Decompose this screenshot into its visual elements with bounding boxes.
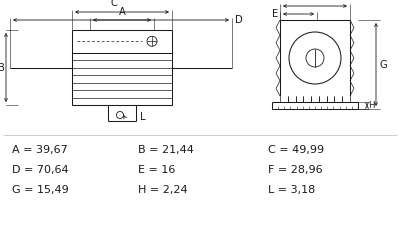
Text: G: G	[379, 60, 387, 69]
Text: H: H	[368, 101, 374, 110]
Text: F: F	[312, 0, 318, 2]
Text: F = 28,96: F = 28,96	[268, 165, 323, 175]
Text: B = 21,44: B = 21,44	[138, 145, 194, 155]
Text: C = 49,99: C = 49,99	[268, 145, 324, 155]
Text: C: C	[110, 0, 118, 8]
Text: H = 2,24: H = 2,24	[138, 185, 188, 195]
Text: A: A	[118, 7, 126, 17]
Text: D: D	[235, 15, 243, 25]
Text: B: B	[0, 62, 5, 72]
Text: E = 16: E = 16	[138, 165, 175, 175]
Text: L = 3,18: L = 3,18	[268, 185, 315, 195]
Text: G = 15,49: G = 15,49	[12, 185, 69, 195]
Text: E: E	[272, 9, 278, 19]
Text: D = 70,64: D = 70,64	[12, 165, 69, 175]
Text: A = 39,67: A = 39,67	[12, 145, 68, 155]
Text: L: L	[140, 112, 146, 122]
